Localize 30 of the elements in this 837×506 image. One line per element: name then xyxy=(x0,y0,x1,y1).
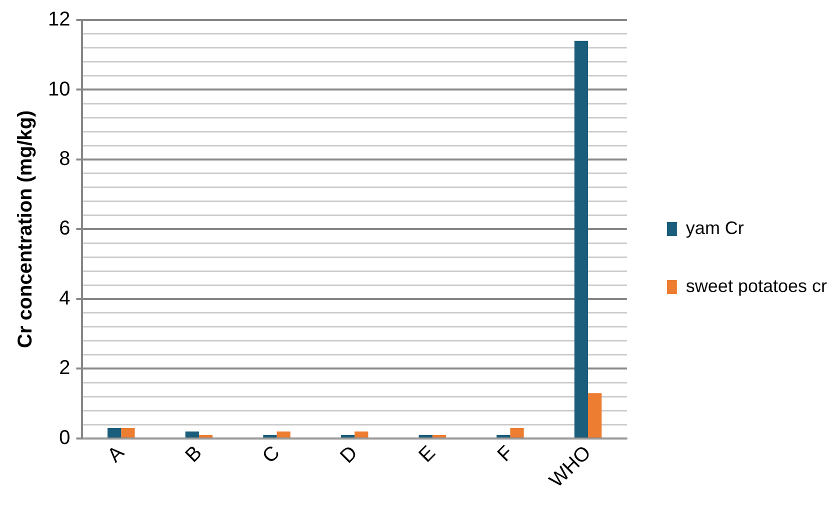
x-tick-label: A xyxy=(104,441,130,467)
bar xyxy=(276,431,290,438)
bar xyxy=(418,434,432,438)
x-tick-label: B xyxy=(181,442,206,467)
y-tick-label: 8 xyxy=(59,148,70,170)
bar xyxy=(588,393,602,438)
y-tick-label: 0 xyxy=(59,426,70,449)
x-tick-label: E xyxy=(414,442,440,467)
bar xyxy=(198,434,213,438)
y-tick-label: 6 xyxy=(59,218,70,240)
x-tick-label: D xyxy=(336,442,362,468)
bar xyxy=(121,428,135,438)
x-tick-label: C xyxy=(258,442,284,468)
legend-label: yam Cr xyxy=(686,218,744,238)
legend-label: sweet potatoes cr xyxy=(686,276,828,296)
y-tick-label: 2 xyxy=(59,357,70,380)
y-tick-label: 12 xyxy=(48,8,70,31)
y-tick-label: 10 xyxy=(48,78,70,100)
y-axis-title: Cr concentration (mg/kg) xyxy=(14,110,37,348)
bar xyxy=(496,434,510,438)
bar xyxy=(263,434,277,438)
bar xyxy=(432,434,446,438)
bar xyxy=(185,431,199,438)
x-tick-label: F xyxy=(493,442,518,466)
bar xyxy=(108,428,122,438)
y-tick-label: 4 xyxy=(59,287,70,310)
bar xyxy=(340,434,355,438)
bar xyxy=(354,431,368,438)
bar xyxy=(574,40,588,438)
bar xyxy=(510,428,524,438)
